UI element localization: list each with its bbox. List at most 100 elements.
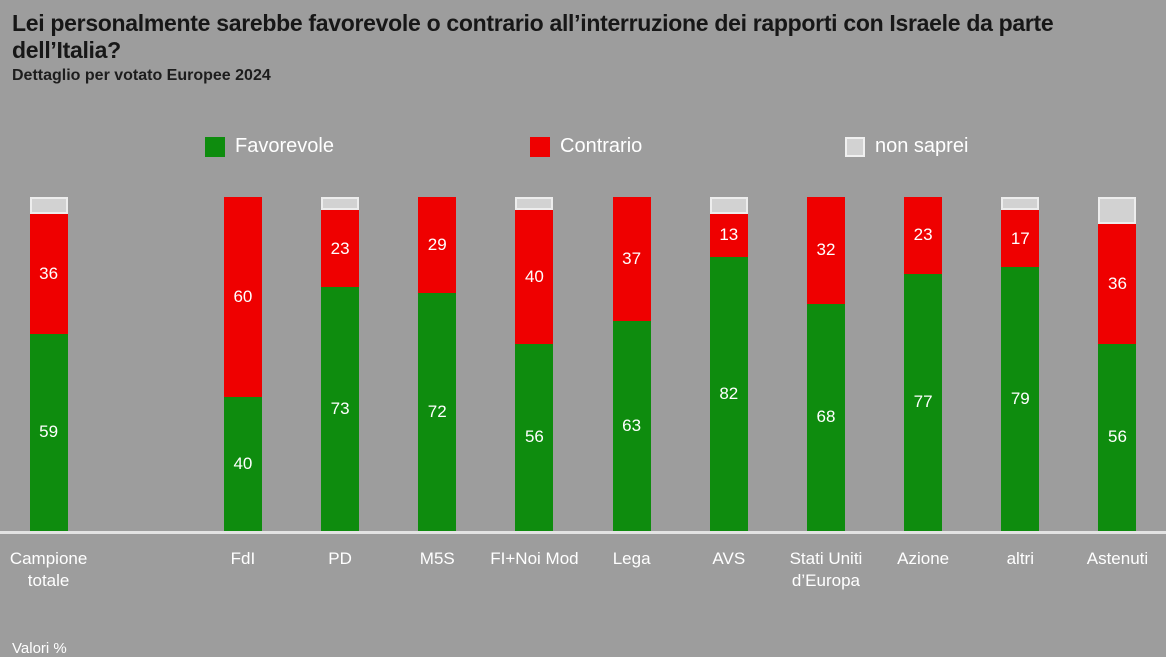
category-label: FI+Noi Mod — [490, 549, 579, 568]
value-label-contrario: 36 — [1108, 273, 1127, 293]
category-label: M5S — [419, 549, 455, 568]
segment-contrario: 36 — [29, 213, 68, 334]
segment-favorevole: 40 — [223, 397, 262, 531]
segment-favorevole: 68 — [806, 303, 845, 531]
category-label-column: Azione — [875, 548, 972, 592]
value-label-favorevole: 40 — [233, 454, 253, 474]
bar-column: 40 56 — [486, 197, 583, 531]
category-label-column: AVS — [680, 548, 777, 592]
value-label-contrario: 40 — [524, 267, 544, 287]
bar-column: 60 40 — [194, 197, 291, 531]
stacked-bar: 37 63 — [612, 197, 651, 531]
value-label-contrario: 60 — [233, 287, 253, 307]
category-label: PD — [328, 549, 352, 568]
value-label-contrario: 17 — [1010, 228, 1030, 248]
category-label-column: Lega — [583, 548, 680, 592]
segment-favorevole: 72 — [418, 292, 457, 531]
stacked-bar: 17 79 — [1001, 197, 1040, 531]
stacked-bar: 40 56 — [515, 197, 554, 531]
category-label: Azione — [897, 549, 950, 568]
legend: Favorevole Contrario non saprei — [0, 135, 1166, 161]
page-subtitle: Dettaglio per votato Europee 2024 — [12, 67, 271, 84]
value-label-favorevole: 63 — [622, 415, 642, 435]
stacked-bar: 29 72 — [418, 197, 457, 531]
legend-label: Favorevole — [235, 135, 334, 157]
stacked-bar: 36 56 — [1098, 197, 1137, 531]
segment-favorevole: 59 — [29, 333, 68, 531]
segment-contrario: 36 — [1098, 223, 1137, 344]
stacked-bar: 23 77 — [904, 197, 943, 531]
segment-favorevole: 56 — [515, 343, 554, 531]
value-label-contrario: 23 — [913, 225, 933, 245]
value-label-contrario: 13 — [719, 225, 739, 245]
segment-favorevole: 73 — [321, 287, 360, 531]
segment-contrario: 37 — [612, 197, 651, 321]
chart-unit-note: Valori % — [12, 640, 67, 657]
category-label-column: Campione totale — [0, 548, 97, 592]
value-label-favorevole: 59 — [39, 422, 59, 442]
segment-contrario: 17 — [1001, 210, 1040, 268]
category-label: Astenuti — [1086, 549, 1149, 568]
category-label: altri — [1006, 549, 1034, 568]
segment-contrario: 40 — [515, 210, 554, 344]
segment-non-saprei — [29, 197, 68, 214]
segment-contrario: 23 — [321, 210, 360, 288]
category-label: Lega — [612, 549, 651, 568]
value-label-favorevole: 56 — [1108, 427, 1127, 447]
category-label-column: PD — [292, 548, 389, 592]
category-label: Stati Uniti d’Europa — [789, 549, 863, 591]
legend-item-contrario: Contrario — [530, 135, 642, 158]
value-label-favorevole: 79 — [1010, 389, 1030, 409]
category-label-column: altri — [972, 548, 1069, 592]
legend-swatch-contrario-icon — [530, 136, 550, 157]
value-label-favorevole: 72 — [427, 401, 447, 421]
segment-contrario: 60 — [223, 197, 262, 398]
category-label: FdI — [230, 549, 256, 568]
bar-column: 23 77 — [875, 197, 972, 531]
segment-non-saprei — [1001, 197, 1040, 211]
value-label-contrario: 36 — [39, 263, 59, 283]
value-label-contrario: 29 — [427, 234, 447, 254]
page-title: Lei personalmente sarebbe favorevole o c… — [12, 10, 1054, 63]
legend-label: non saprei — [875, 135, 969, 157]
value-label-favorevole: 68 — [816, 407, 836, 427]
spacer — [97, 197, 194, 531]
bar-column: 23 73 — [292, 197, 389, 531]
stacked-bar: 36 59 — [29, 197, 68, 531]
category-label-column: FdI — [194, 548, 291, 592]
value-label-favorevole: 73 — [330, 399, 350, 419]
segment-contrario: 23 — [904, 197, 943, 274]
value-label-favorevole: 82 — [719, 384, 739, 404]
category-label: AVS — [712, 549, 746, 568]
bar-column: 36 59 — [0, 197, 97, 531]
legend-item-non-saprei: non saprei — [845, 135, 968, 158]
segment-non-saprei — [1098, 197, 1137, 224]
segment-contrario: 13 — [709, 213, 748, 258]
bar-column: 29 72 — [389, 197, 486, 531]
segment-contrario: 29 — [418, 197, 457, 293]
legend-swatch-non-saprei-icon — [845, 136, 865, 157]
segment-non-saprei — [515, 197, 554, 211]
segment-non-saprei — [709, 197, 748, 214]
category-label-column: Stati Uniti d’Europa — [777, 548, 874, 592]
segment-favorevole: 63 — [612, 320, 651, 531]
category-label-column: FI+Noi Mod — [486, 548, 583, 592]
value-label-favorevole: 77 — [913, 392, 933, 412]
category-label-column: M5S — [389, 548, 486, 592]
category-label: Campione totale — [9, 549, 88, 591]
value-label-contrario: 32 — [816, 240, 836, 260]
segment-favorevole: 56 — [1098, 343, 1137, 531]
stacked-bar: 60 40 — [223, 197, 262, 531]
segment-favorevole: 79 — [1001, 267, 1040, 531]
stacked-bar: 32 68 — [806, 197, 845, 531]
segment-favorevole: 82 — [709, 257, 748, 531]
spacer — [97, 548, 194, 592]
category-label-column: Astenuti — [1069, 548, 1166, 592]
stacked-bar: 23 73 — [321, 197, 360, 531]
value-label-contrario: 37 — [622, 248, 642, 268]
segment-favorevole: 77 — [904, 273, 943, 531]
legend-item-favorevole: Favorevole — [205, 135, 334, 158]
bar-column: 17 79 — [972, 197, 1069, 531]
chart-category-labels: Campione totale FdI PD M5S FI+Noi Mod Lega AVS… — [0, 534, 1166, 592]
